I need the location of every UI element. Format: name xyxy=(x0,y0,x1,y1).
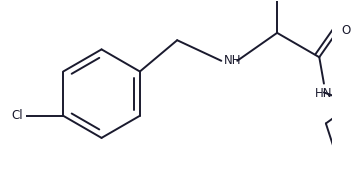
Text: Cl: Cl xyxy=(12,109,23,122)
Text: HN: HN xyxy=(315,87,333,100)
Text: O: O xyxy=(341,24,350,37)
Text: NH: NH xyxy=(224,54,241,67)
